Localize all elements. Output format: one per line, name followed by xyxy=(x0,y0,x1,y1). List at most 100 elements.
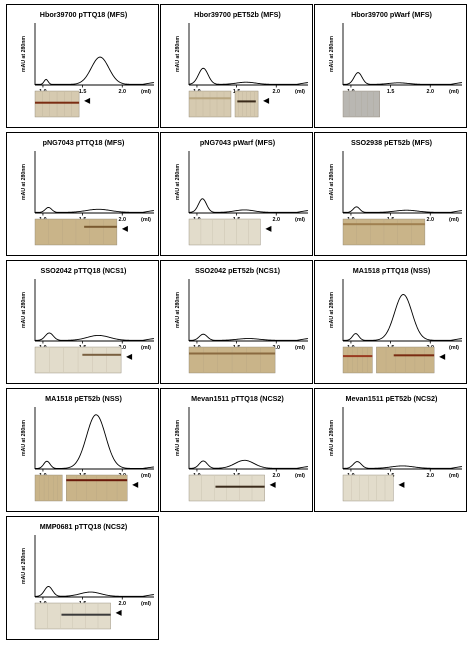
x-axis-unit: (ml) xyxy=(141,345,151,351)
x-axis-unit: (ml) xyxy=(449,345,459,351)
chromatogram-trace xyxy=(188,198,309,213)
x-axis-unit: (ml) xyxy=(141,217,151,223)
gel-band xyxy=(215,485,265,488)
gel-band xyxy=(35,101,80,104)
x-axis-unit: (ml) xyxy=(295,345,305,351)
x-axis-unit: (ml) xyxy=(141,601,151,607)
chart-title: Hbor39700 pET52b (MFS) xyxy=(194,10,281,19)
chart-title: SSO2938 pET52b (MFS) xyxy=(351,138,433,147)
gel-band xyxy=(393,354,435,357)
y-axis-label: mAU at 280nm xyxy=(175,420,181,456)
x-axis-unit: (ml) xyxy=(295,89,305,95)
y-axis-label: mAU at 280nm xyxy=(21,164,27,200)
chromatogram-trace xyxy=(35,206,155,213)
band-arrow-icon xyxy=(398,481,405,488)
x-axis-unit: (ml) xyxy=(449,473,459,479)
x-axis-unit: (ml) xyxy=(449,89,459,95)
gel-band xyxy=(61,613,111,616)
chart-svg: Hbor39700 pTTQ18 (MFS)mAU at 280nm1.01.5… xyxy=(21,10,155,118)
chart-svg: Hbor39700 pWarf (MFS)mAU at 280nm1.01.52… xyxy=(329,10,463,118)
x-tick-label: 2.0 xyxy=(119,89,127,95)
chart-panel: SSO2042 pET52b (NCS1)mAU at 280nm1.01.52… xyxy=(160,260,313,384)
chart-title: SSO2042 pTTQ18 (NCS1) xyxy=(41,266,127,275)
band-arrow-icon xyxy=(439,353,446,360)
gel-band xyxy=(237,100,256,103)
chart-panel: Hbor39700 pTTQ18 (MFS)mAU at 280nm1.01.5… xyxy=(6,4,159,128)
chart-svg: MA1518 pET52b (NSS)mAU at 280nm1.01.52.0… xyxy=(21,394,155,502)
chromatogram-trace xyxy=(34,414,155,469)
chart-svg: pNG7043 pWarf (MFS)mAU at 280nm1.01.52.0… xyxy=(175,138,309,246)
x-tick-label: 2.0 xyxy=(273,345,281,351)
band-arrow-icon xyxy=(121,225,128,232)
chart-title: MA1518 pET52b (NSS) xyxy=(45,394,122,403)
y-axis-label: mAU at 280nm xyxy=(21,548,27,584)
chromatogram-trace xyxy=(342,294,463,341)
chart-panel: Hbor39700 pET52b (MFS)mAU at 280nm1.01.5… xyxy=(160,4,313,128)
chromatogram-trace xyxy=(188,333,309,341)
x-tick-label: 2.0 xyxy=(119,345,127,351)
chart-svg: SSO2042 pTTQ18 (NCS1)mAU at 280nm1.01.52… xyxy=(21,266,155,374)
gel-band xyxy=(189,352,276,355)
chart-svg: Hbor39700 pET52b (MFS)mAU at 280nm1.01.5… xyxy=(175,10,309,118)
chromatogram-trace xyxy=(35,56,155,85)
band-arrow-icon xyxy=(263,97,270,104)
chromatogram-trace xyxy=(34,332,155,341)
x-tick-label: 2.0 xyxy=(427,473,435,479)
y-axis-label: mAU at 280nm xyxy=(329,292,335,328)
chart-panel: pNG7043 pWarf (MFS)mAU at 280nm1.01.52.0… xyxy=(160,132,313,256)
x-axis-unit: (ml) xyxy=(295,217,305,223)
gel-band xyxy=(84,225,117,228)
chart-title: pNG7043 pTTQ18 (MFS) xyxy=(43,138,125,147)
y-axis-label: mAU at 280nm xyxy=(175,36,181,72)
chart-svg: Mevan1511 pTTQ18 (NCS2)mAU at 280nm1.01.… xyxy=(175,394,309,502)
x-axis-unit: (ml) xyxy=(141,89,151,95)
x-tick-label: 2.0 xyxy=(273,473,281,479)
chart-title: MMP0681 pTTQ18 (NCS2) xyxy=(40,522,128,531)
chromatogram-trace xyxy=(34,585,155,597)
gel-band xyxy=(343,355,373,358)
band-arrow-icon xyxy=(84,97,91,104)
chromatogram-trace xyxy=(188,459,309,469)
band-arrow-icon xyxy=(115,609,122,616)
chart-panel: MMP0681 pTTQ18 (NCS2)mAU at 280nm1.01.52… xyxy=(6,516,159,640)
chart-panel: pNG7043 pTTQ18 (MFS)mAU at 280nm1.01.52.… xyxy=(6,132,159,256)
chart-panel: Hbor39700 pWarf (MFS)mAU at 280nm1.01.52… xyxy=(314,4,467,128)
chromatogram-trace xyxy=(342,461,463,469)
chart-panel: SSO2938 pET52b (MFS)mAU at 280nm1.01.52.… xyxy=(314,132,467,256)
band-arrow-icon xyxy=(265,225,272,232)
gel-band xyxy=(343,223,425,226)
chart-svg: Mevan1511 pET52b (NCS2)mAU at 280nm1.01.… xyxy=(329,394,463,502)
y-axis-label: mAU at 280nm xyxy=(21,420,27,456)
x-tick-label: 2.0 xyxy=(119,601,127,607)
chart-title: MA1518 pTTQ18 (NSS) xyxy=(353,266,431,275)
x-tick-label: 2.0 xyxy=(119,217,127,223)
band-arrow-icon xyxy=(126,353,133,360)
chart-title: Mevan1511 pTTQ18 (NCS2) xyxy=(191,394,284,403)
y-axis-label: mAU at 280nm xyxy=(329,164,335,200)
y-axis-label: mAU at 280nm xyxy=(21,36,27,72)
gel-band xyxy=(189,97,231,100)
chart-title: pNG7043 pWarf (MFS) xyxy=(200,138,276,147)
y-axis-label: mAU at 280nm xyxy=(329,36,335,72)
x-tick-label: 2.0 xyxy=(273,217,281,223)
chart-panel: SSO2042 pTTQ18 (NCS1)mAU at 280nm1.01.52… xyxy=(6,260,159,384)
chromatogram-trace xyxy=(342,72,463,85)
x-tick-label: 2.0 xyxy=(427,89,435,95)
chart-panel: MA1518 pTTQ18 (NSS)mAU at 280nm1.01.52.0… xyxy=(314,260,467,384)
chart-panel: Mevan1511 pTTQ18 (NCS2)mAU at 280nm1.01.… xyxy=(160,388,313,512)
y-axis-label: mAU at 280nm xyxy=(175,164,181,200)
chart-title: SSO2042 pET52b (NCS1) xyxy=(195,266,281,275)
chart-svg: MA1518 pTTQ18 (NSS)mAU at 280nm1.01.52.0… xyxy=(329,266,463,374)
x-tick-label: 2.0 xyxy=(427,217,435,223)
band-arrow-icon xyxy=(132,481,139,488)
chart-svg: pNG7043 pTTQ18 (MFS)mAU at 280nm1.01.52.… xyxy=(21,138,155,246)
chart-title: Hbor39700 pTTQ18 (MFS) xyxy=(40,10,128,19)
x-tick-label: 1.5 xyxy=(387,89,395,95)
chart-title: Hbor39700 pWarf (MFS) xyxy=(351,10,432,19)
gel-band xyxy=(66,479,128,482)
chart-panel: Mevan1511 pET52b (NCS2)mAU at 280nm1.01.… xyxy=(314,388,467,512)
x-axis-unit: (ml) xyxy=(141,473,151,479)
x-axis-unit: (ml) xyxy=(295,473,305,479)
chart-svg: MMP0681 pTTQ18 (NCS2)mAU at 280nm1.01.52… xyxy=(21,522,155,630)
chart-panel: MA1518 pET52b (NSS)mAU at 280nm1.01.52.0… xyxy=(6,388,159,512)
